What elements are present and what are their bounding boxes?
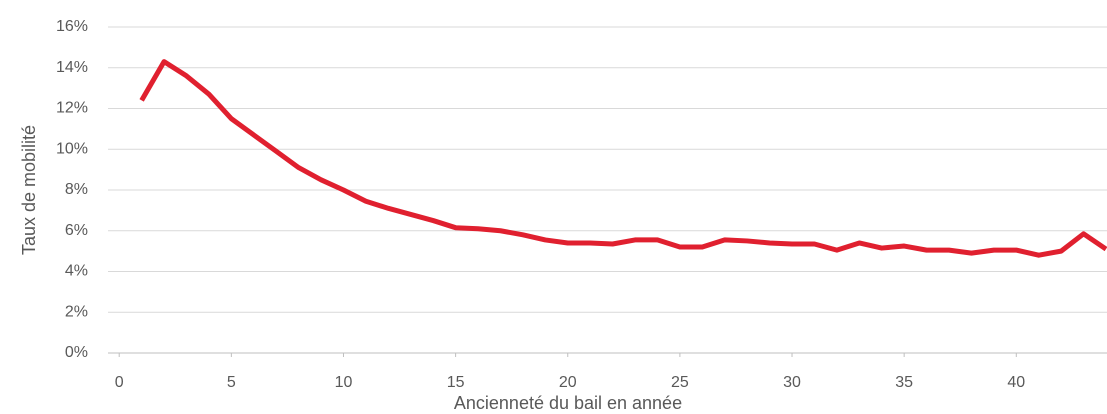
y-tick-label: 6%	[65, 222, 88, 239]
x-tick-label: 35	[895, 374, 913, 391]
y-tick-label: 8%	[65, 181, 88, 198]
x-tick-label: 15	[447, 374, 465, 391]
data-line	[139, 59, 1107, 258]
x-tick-label: 5	[227, 374, 236, 391]
x-tick-label: 20	[559, 374, 577, 391]
x-tick-label: 0	[115, 374, 124, 391]
y-tick-label: 0%	[65, 344, 88, 361]
x-tick-label: 40	[1007, 374, 1025, 391]
y-tick-label: 4%	[65, 263, 88, 280]
x-tick-label: 30	[783, 374, 801, 391]
y-tick-label: 10%	[56, 140, 88, 157]
x-tick-label: 10	[335, 374, 353, 391]
y-tick-label: 2%	[65, 303, 88, 320]
y-tick-label: 14%	[56, 59, 88, 76]
x-tick-label: 25	[671, 374, 689, 391]
y-tick-label: 12%	[56, 100, 88, 117]
y-tick-label: 16%	[56, 18, 88, 35]
x-axis-label: Ancienneté du bail en année	[454, 393, 682, 413]
y-axis-label: Taux de mobilité	[19, 125, 39, 255]
